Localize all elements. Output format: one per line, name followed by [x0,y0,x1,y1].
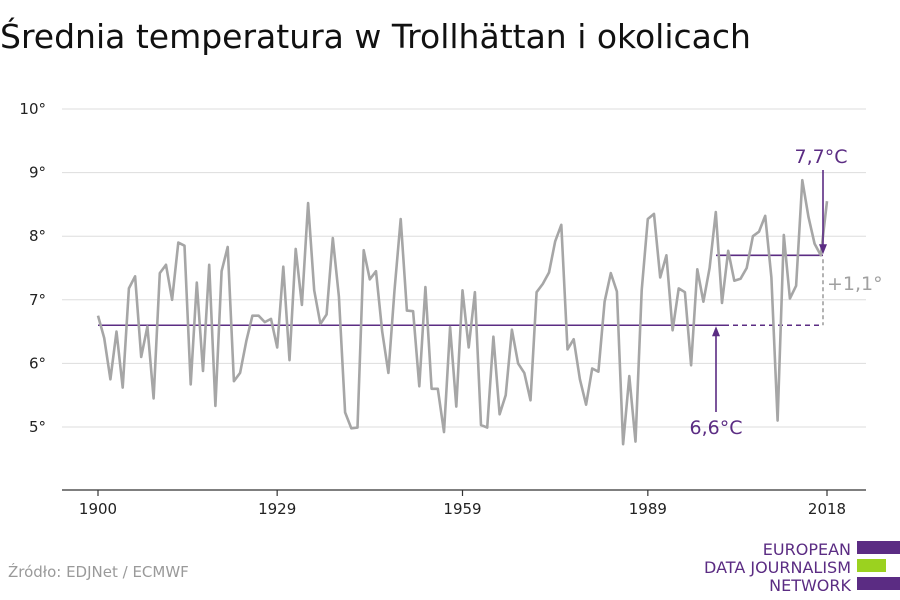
x-tick-label: 1959 [443,500,481,518]
source-text: Źródło: EDJNet / ECMWF [8,562,189,581]
y-tick-label: 5° [29,418,46,436]
arrow-recent-head [819,244,827,255]
series-layer [96,178,829,446]
y-tick-labels: 5° 6° 7° 8° 9° 10° [19,100,46,436]
x-axis: 1900 1929 1959 1989 2018 [62,489,866,518]
logo-bar-purple-bottom [857,577,900,590]
annotations: 7,7°C 6,6°C +1,1° [690,146,883,439]
baseline-average-label: 6,6°C [690,417,743,439]
chart-title: Średnia temperatura w Trollhättan i okol… [0,16,751,56]
y-tick-label: 8° [29,227,46,245]
logo-line-2: DATA JOURNALISM [704,558,851,577]
y-tick-label: 10° [19,100,46,118]
x-tick-label: 2018 [808,500,846,518]
y-tick-label: 9° [29,164,46,182]
recent-average-label: 7,7°C [795,146,848,168]
x-tick-label: 1900 [79,500,117,518]
difference-label: +1,1° [827,273,883,295]
y-tick-label: 6° [29,354,46,372]
x-tick-label: 1989 [629,500,667,518]
y-tick-label: 7° [29,291,46,309]
x-tick-label: 1929 [258,500,296,518]
arrow-baseline-head [712,326,720,337]
logo-bar-green [857,559,886,572]
logo-line-3: NETWORK [769,576,851,595]
logo-bar-purple-top [857,541,900,554]
edjnet-logo: EUROPEAN DATA JOURNALISM NETWORK [704,540,900,595]
series-line [96,178,829,446]
logo-line-1: EUROPEAN [763,540,851,559]
